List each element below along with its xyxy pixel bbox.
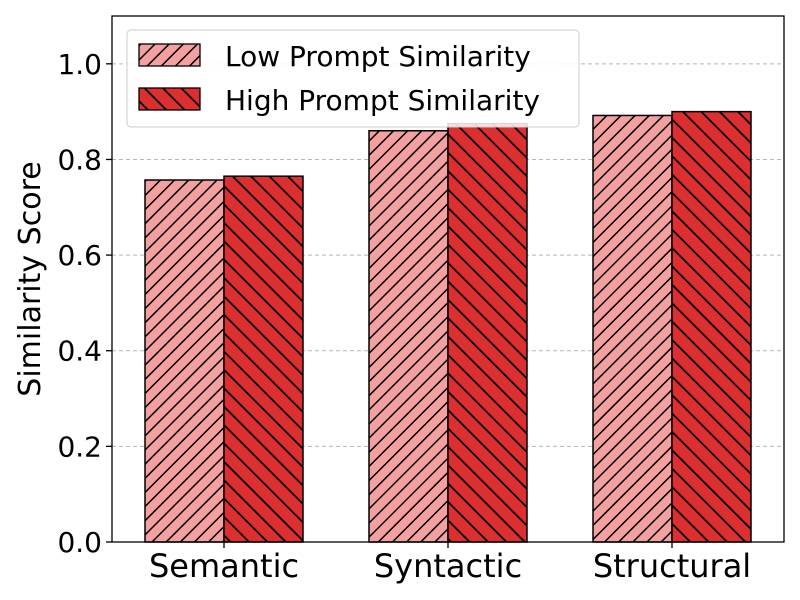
bar-low-semantic xyxy=(144,179,225,543)
x-axis: Semantic Syntactic Structural xyxy=(149,542,751,585)
x-tick-label: Semantic xyxy=(149,547,299,585)
y-tick-label: 0.2 xyxy=(57,430,102,463)
legend-label-low: Low Prompt Similarity xyxy=(225,40,531,73)
bar-low-structural xyxy=(592,114,673,543)
y-tick-label: 0.4 xyxy=(57,335,102,368)
bar-low-syntactic xyxy=(368,130,449,543)
y-tick-label: 0.8 xyxy=(57,143,102,176)
y-axis-title: Similarity Score xyxy=(13,161,48,396)
legend: Low Prompt Similarity High Prompt Simila… xyxy=(126,29,580,128)
legend-swatch-low xyxy=(138,43,201,67)
bar-high-syntactic xyxy=(447,122,528,543)
bars xyxy=(144,110,752,543)
legend-swatch-high xyxy=(138,87,201,111)
bar-high-semantic xyxy=(223,175,304,543)
legend-label-high: High Prompt Similarity xyxy=(225,84,540,117)
y-tick-label: 0.6 xyxy=(57,239,102,272)
bar-high-structural xyxy=(671,110,752,543)
y-tick-label: 0.0 xyxy=(57,526,102,559)
x-tick-label: Syntactic xyxy=(374,547,522,585)
x-tick-label: Structural xyxy=(593,547,751,585)
y-axis: 0.0 0.2 0.4 0.6 0.8 1.0 xyxy=(57,48,112,559)
legend-box xyxy=(126,29,580,128)
y-tick-label: 1.0 xyxy=(57,48,102,81)
